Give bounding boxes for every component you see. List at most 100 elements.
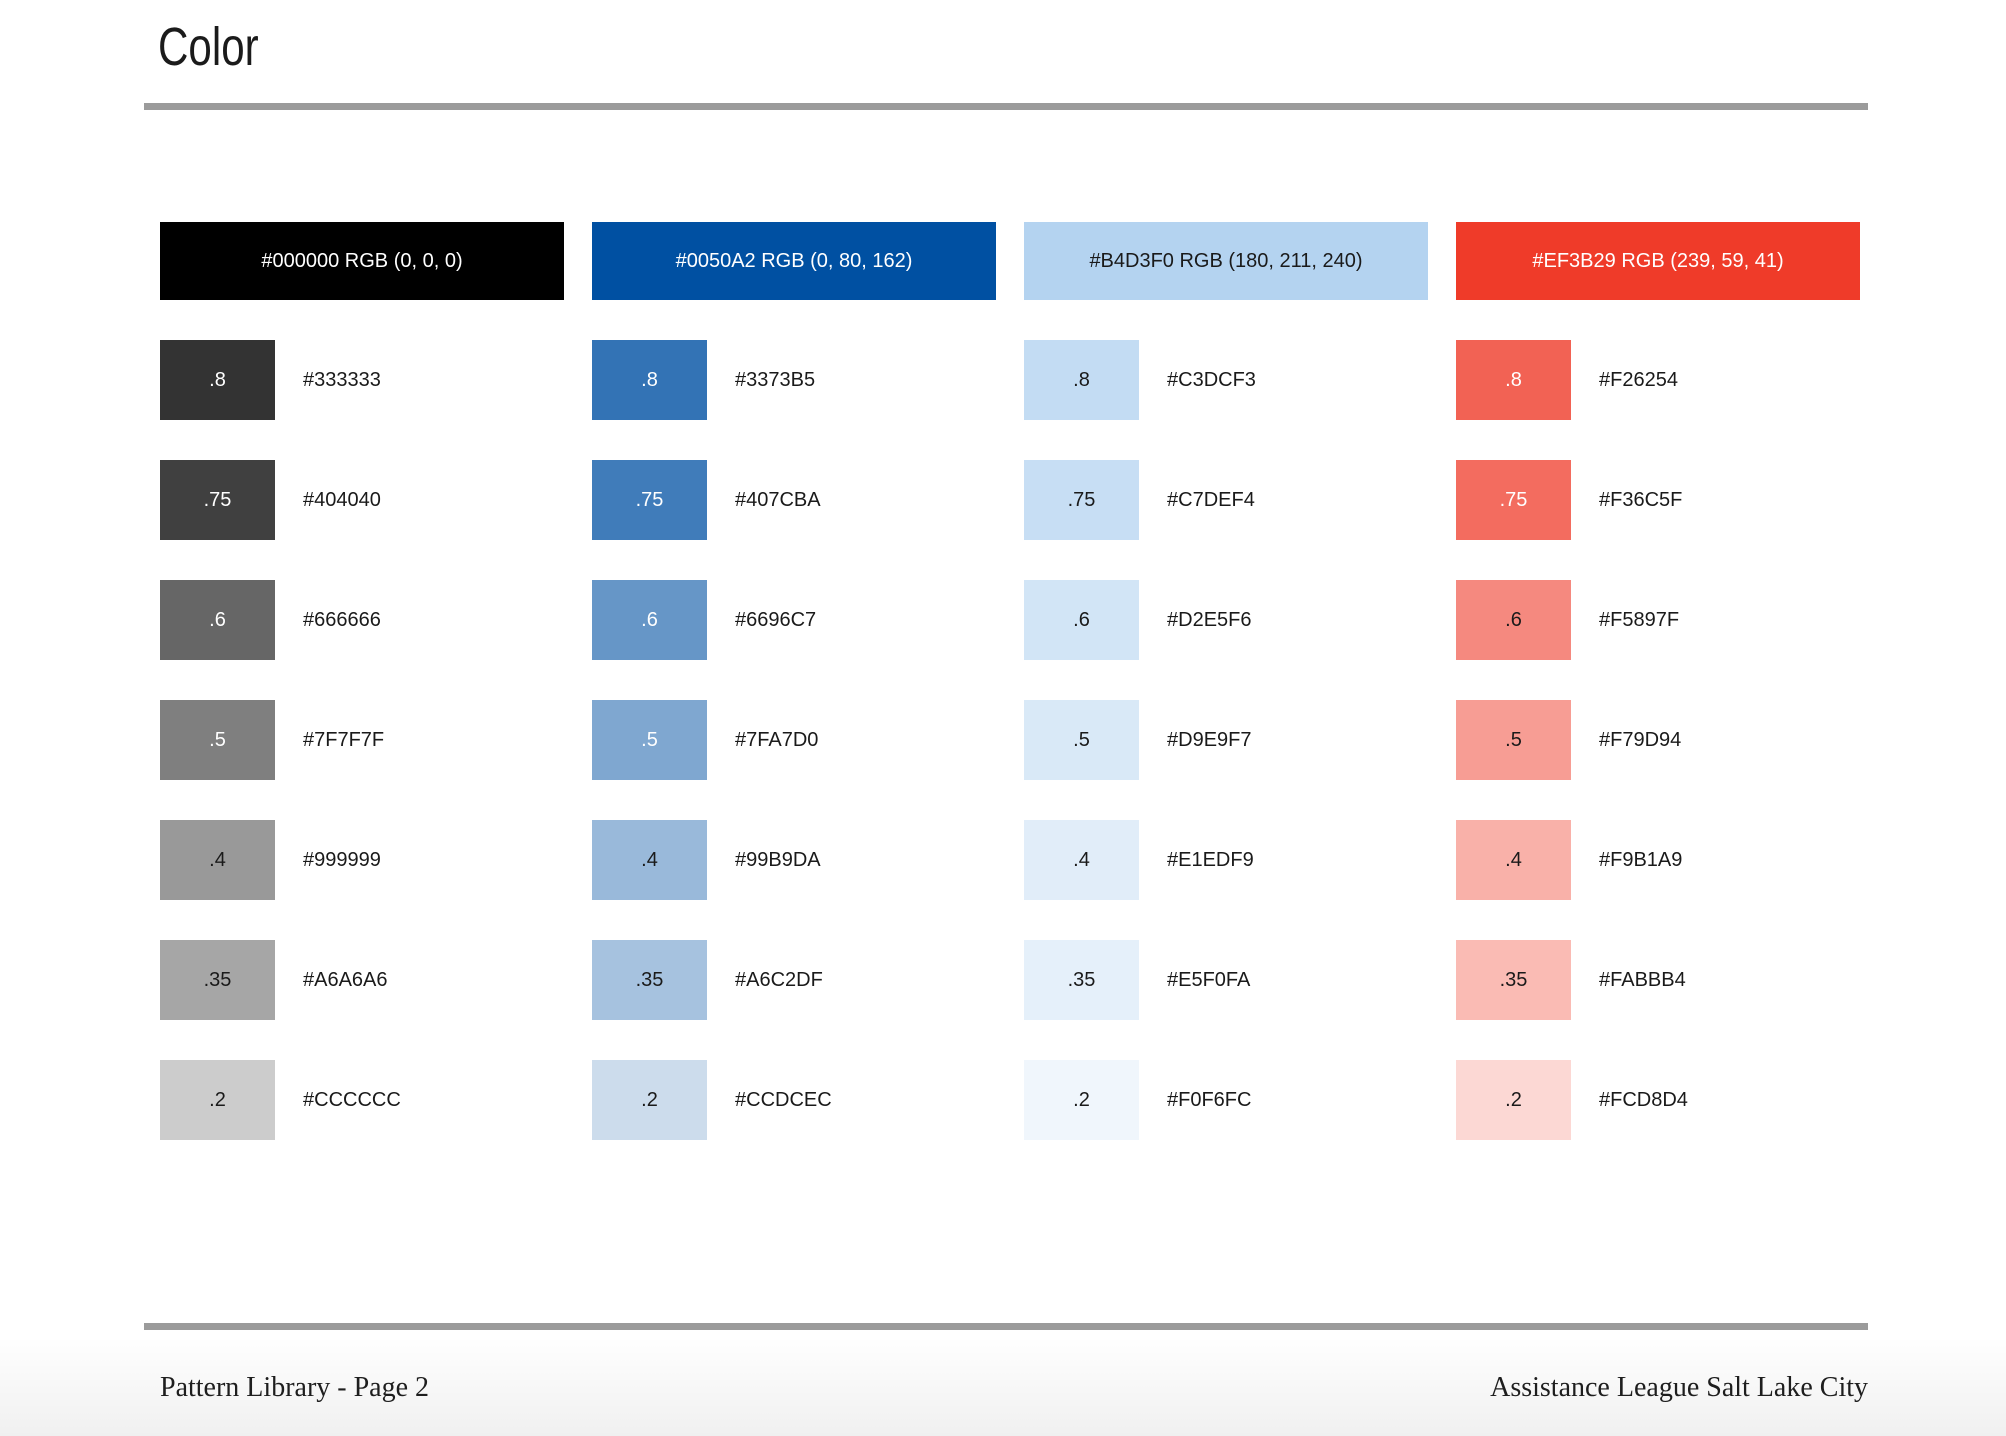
color-column-blue: #0050A2 RGB (0, 80, 162) .8 #3373B5 .75 …	[592, 222, 996, 1140]
tint-swatch: .35	[1024, 940, 1139, 1020]
tint-row: .8 #3373B5	[592, 340, 996, 420]
tint-swatch: .6	[1456, 580, 1571, 660]
tint-hex-label: #CCCCCC	[303, 1088, 401, 1111]
tint-swatch: .4	[1456, 820, 1571, 900]
tint-hex-label: #D9E9F7	[1167, 728, 1252, 751]
tint-row: .6 #D2E5F6	[1024, 580, 1428, 660]
tint-row: .5 #F79D94	[1456, 700, 1860, 780]
tint-hex-label: #D2E5F6	[1167, 608, 1252, 631]
tint-hex-label: #F36C5F	[1599, 488, 1683, 511]
tint-hex-label: #C7DEF4	[1167, 488, 1255, 511]
tint-opacity-label: .6	[209, 608, 226, 631]
tint-hex-label: #333333	[303, 368, 381, 391]
tint-swatch: .5	[1456, 700, 1571, 780]
tint-hex-label: #404040	[303, 488, 381, 511]
tint-row: .5 #7FA7D0	[592, 700, 996, 780]
tint-opacity-label: .2	[209, 1088, 226, 1111]
tint-opacity-label: .35	[203, 968, 232, 991]
tint-swatch: .4	[592, 820, 707, 900]
color-header-swatch: #EF3B29 RGB (239, 59, 41)	[1456, 222, 1860, 300]
tint-hex-label: #3373B5	[735, 368, 816, 391]
tint-swatch: .35	[592, 940, 707, 1020]
tint-row: .4 #E1EDF9	[1024, 820, 1428, 900]
tint-swatch: .75	[592, 460, 707, 540]
tint-opacity-label: .8	[209, 368, 226, 391]
tint-opacity-label: .75	[1499, 488, 1528, 511]
page-footer: Pattern Library - Page 2 Assistance Leag…	[160, 1372, 1868, 1404]
tint-hex-label: #F9B1A9	[1599, 848, 1683, 871]
tint-opacity-label: .75	[203, 488, 232, 511]
tint-hex-label: #7FA7D0	[735, 728, 819, 751]
tint-opacity-label: .4	[1073, 848, 1090, 871]
tint-rows: .8 #333333 .75 #404040 .6 #666666 .5 #7F…	[160, 340, 564, 1140]
tint-hex-label: #F0F6FC	[1167, 1088, 1252, 1111]
tint-row: .4 #999999	[160, 820, 564, 900]
tint-opacity-label: .5	[209, 728, 226, 751]
tint-row: .5 #D9E9F7	[1024, 700, 1428, 780]
page-title: Color	[158, 17, 259, 77]
tint-row: .35 #E5F0FA	[1024, 940, 1428, 1020]
tint-opacity-label: .5	[1505, 728, 1522, 751]
tint-row: .8 #333333	[160, 340, 564, 420]
color-palette: #000000 RGB (0, 0, 0) .8 #333333 .75 #40…	[160, 222, 1860, 1140]
tint-opacity-label: .2	[1073, 1088, 1090, 1111]
tint-hex-label: #6696C7	[735, 608, 817, 631]
tint-swatch: .8	[1456, 340, 1571, 420]
color-header-swatch: #000000 RGB (0, 0, 0)	[160, 222, 564, 300]
tint-hex-label: #FCD8D4	[1599, 1088, 1688, 1111]
footer-divider	[144, 1323, 1868, 1330]
tint-hex-label: #FABBB4	[1599, 968, 1686, 991]
tint-opacity-label: .75	[635, 488, 664, 511]
tint-opacity-label: .35	[635, 968, 664, 991]
tint-opacity-label: .8	[1505, 368, 1522, 391]
tint-swatch: .5	[592, 700, 707, 780]
tint-swatch: .4	[160, 820, 275, 900]
tint-opacity-label: .6	[641, 608, 658, 631]
tint-swatch: .4	[1024, 820, 1139, 900]
tint-opacity-label: .35	[1067, 968, 1096, 991]
tint-row: .6 #6696C7	[592, 580, 996, 660]
tint-opacity-label: .75	[1067, 488, 1096, 511]
tint-swatch: .5	[1024, 700, 1139, 780]
tint-swatch: .2	[592, 1060, 707, 1140]
tint-opacity-label: .4	[209, 848, 226, 871]
tint-row: .8 #F26254	[1456, 340, 1860, 420]
tint-row: .75 #F36C5F	[1456, 460, 1860, 540]
tint-swatch: .75	[1456, 460, 1571, 540]
tint-opacity-label: .8	[641, 368, 658, 391]
tint-swatch: .35	[160, 940, 275, 1020]
tint-swatch: .2	[1024, 1060, 1139, 1140]
tint-swatch: .75	[1024, 460, 1139, 540]
tint-hex-label: #CCDCEC	[735, 1088, 832, 1111]
tint-rows: .8 #3373B5 .75 #407CBA .6 #6696C7 .5 #7F…	[592, 340, 996, 1140]
tint-hex-label: #E1EDF9	[1167, 848, 1254, 871]
footer-right-text: Assistance League Salt Lake City	[1490, 1372, 1868, 1403]
color-column-red: #EF3B29 RGB (239, 59, 41) .8 #F26254 .75…	[1456, 222, 1860, 1140]
tint-row: .35 #A6C2DF	[592, 940, 996, 1020]
tint-hex-label: #7F7F7F	[303, 728, 385, 751]
tint-row: .35 #FABBB4	[1456, 940, 1860, 1020]
tint-hex-label: #F26254	[1599, 368, 1678, 391]
color-header-swatch: #B4D3F0 RGB (180, 211, 240)	[1024, 222, 1428, 300]
tint-opacity-label: .5	[1073, 728, 1090, 751]
tint-row: .5 #7F7F7F	[160, 700, 564, 780]
tint-hex-label: #F79D94	[1599, 728, 1682, 751]
tint-row: .75 #C7DEF4	[1024, 460, 1428, 540]
tint-opacity-label: .5	[641, 728, 658, 751]
tint-row: .2 #CCDCEC	[592, 1060, 996, 1140]
tint-swatch: .75	[160, 460, 275, 540]
tint-hex-label: #E5F0FA	[1167, 968, 1251, 991]
tint-opacity-label: .2	[641, 1088, 658, 1111]
tint-swatch: .6	[160, 580, 275, 660]
tint-row: .35 #A6A6A6	[160, 940, 564, 1020]
tint-swatch: .5	[160, 700, 275, 780]
tint-opacity-label: .4	[641, 848, 658, 871]
tint-hex-label: #666666	[303, 608, 381, 631]
color-header-label: #000000 RGB (0, 0, 0)	[261, 249, 463, 272]
tint-rows: .8 #F26254 .75 #F36C5F .6 #F5897F .5 #F7…	[1456, 340, 1860, 1140]
tint-row: .2 #FCD8D4	[1456, 1060, 1860, 1140]
tint-row: .2 #CCCCCC	[160, 1060, 564, 1140]
tint-swatch: .8	[160, 340, 275, 420]
color-header-swatch: #0050A2 RGB (0, 80, 162)	[592, 222, 996, 300]
